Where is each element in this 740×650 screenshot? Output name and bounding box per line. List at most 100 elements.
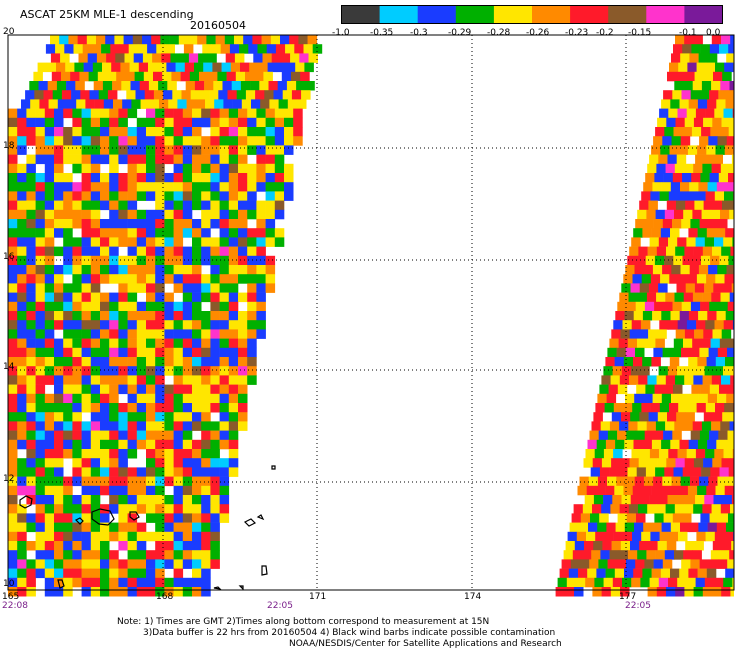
wind-cell: [72, 421, 82, 431]
wind-cell: [716, 439, 726, 450]
wind-cell: [182, 347, 193, 358]
wind-cell: [54, 219, 64, 229]
wind-cell: [192, 384, 202, 395]
wind-cell: [127, 283, 138, 293]
wind-cell: [155, 513, 165, 523]
wind-cell: [118, 117, 128, 128]
wind-cell: [44, 228, 55, 238]
wind-cell: [182, 357, 193, 367]
wind-cell: [210, 219, 220, 229]
wind-cell: [8, 384, 18, 395]
wind-cell: [33, 71, 43, 82]
wind-cell: [293, 108, 303, 119]
wind-cell: [609, 338, 619, 349]
wind-cell: [689, 393, 699, 404]
wind-cell: [35, 504, 46, 514]
wind-cell: [712, 458, 722, 468]
wind-cell: [667, 495, 677, 505]
wind-cell: [8, 375, 18, 385]
wind-cell: [701, 338, 711, 349]
wind-cell: [192, 163, 202, 174]
wind-cell: [136, 403, 147, 413]
wind-cell: [192, 145, 202, 155]
wind-cell: [259, 81, 269, 91]
wind-cell: [626, 430, 636, 441]
wind-cell: [238, 145, 248, 155]
wind-cell: [697, 568, 708, 579]
wind-cell: [118, 108, 128, 119]
wind-cell: [136, 439, 147, 450]
wind-cell: [210, 145, 220, 155]
wind-cell: [632, 274, 642, 284]
wind-cell: [63, 292, 73, 303]
wind-cell: [109, 154, 119, 165]
wind-cell: [603, 495, 613, 505]
wind-cell: [155, 182, 165, 192]
wind-cell: [44, 366, 55, 376]
wind-cell: [201, 246, 211, 257]
wind-cell: [686, 449, 697, 459]
wind-cell: [192, 173, 202, 183]
wind-cell: [100, 228, 110, 238]
wind-cell: [44, 550, 55, 560]
wind-cell: [90, 430, 101, 441]
wind-cell: [90, 228, 101, 238]
wind-cell: [675, 329, 686, 339]
wind-cell: [118, 531, 128, 542]
wind-cell: [26, 301, 36, 312]
wind-cell: [702, 163, 712, 174]
wind-cell: [72, 338, 82, 349]
wind-cell: [228, 283, 239, 293]
wind-cell: [81, 145, 92, 155]
wind-cell: [720, 292, 730, 303]
wind-cell: [731, 412, 734, 422]
wind-cell: [90, 421, 101, 431]
wind-cell: [655, 550, 666, 560]
wind-cell: [44, 136, 55, 146]
wind-cell: [633, 568, 643, 579]
wind-cell: [594, 577, 604, 588]
wind-cell: [82, 44, 93, 54]
wind-cell: [725, 99, 734, 109]
wind-cell: [668, 191, 679, 201]
wind-cell: [201, 311, 211, 321]
wind-cell: [577, 485, 587, 496]
island-outline: [261, 565, 268, 576]
wind-cell: [588, 522, 598, 533]
wind-cell: [26, 513, 36, 523]
wind-cell: [90, 375, 101, 385]
wind-cell: [665, 421, 675, 431]
wind-cell: [192, 577, 202, 588]
wind-cell: [695, 577, 706, 588]
wind-cell: [670, 182, 681, 192]
wind-cell: [173, 127, 184, 137]
lat-lon-grid: [8, 35, 734, 590]
wind-cell: [127, 329, 138, 339]
wind-cell: [598, 430, 609, 441]
wind-cell: [256, 219, 266, 229]
wind-cell: [695, 154, 705, 165]
wind-cell: [671, 265, 681, 275]
wind-cell: [219, 246, 230, 257]
wind-cell: [136, 531, 147, 542]
wind-cell: [44, 421, 55, 431]
wind-cell: [622, 320, 632, 330]
wind-cell: [648, 200, 658, 211]
wind-cell: [607, 559, 618, 569]
colorbar-swatch: [532, 5, 571, 24]
wind-cell: [17, 283, 27, 293]
wind-cell: [192, 458, 202, 468]
wind-cell: [222, 81, 232, 91]
wind-cell: [731, 154, 734, 165]
wind-cell: [210, 513, 220, 523]
wind-cell: [628, 421, 638, 431]
wind-cell: [118, 283, 128, 293]
wind-cell: [109, 237, 119, 247]
wind-cell: [182, 338, 193, 349]
wind-cell: [35, 541, 46, 551]
wind-cell: [219, 255, 230, 266]
wind-cell: [72, 237, 82, 247]
wind-cell: [572, 550, 583, 560]
wind-cell: [668, 449, 678, 459]
wind-cell: [90, 145, 101, 155]
